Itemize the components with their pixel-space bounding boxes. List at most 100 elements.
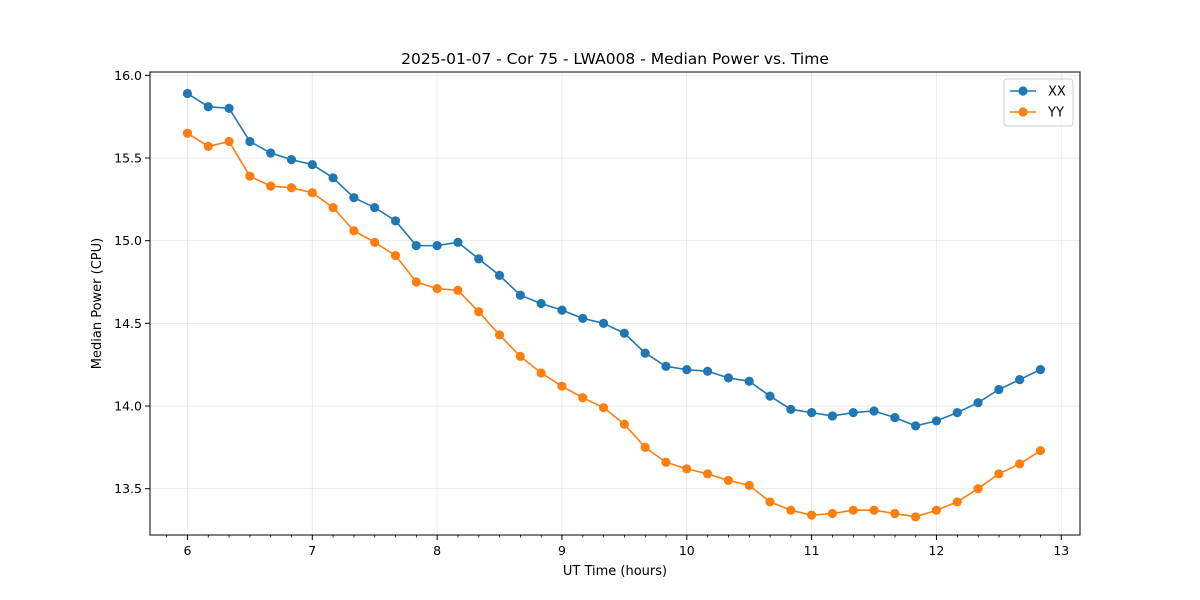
y-tick-label: 15.5	[114, 150, 142, 165]
data-point-xx	[286, 155, 297, 165]
data-point-xx	[1035, 365, 1046, 375]
x-tick-label: 11	[804, 543, 820, 558]
x-tick-label: 9	[558, 543, 566, 558]
x-tick-label: 7	[308, 543, 316, 558]
data-point-yy	[723, 475, 733, 486]
data-point-xx	[765, 391, 775, 401]
data-point-xx	[1015, 374, 1025, 385]
data-point-yy	[640, 442, 650, 452]
data-point-yy	[390, 250, 401, 261]
x-tick-label: 10	[679, 543, 695, 558]
legend: XX YY	[1003, 78, 1074, 127]
data-point-yy	[307, 188, 317, 198]
plot-frame	[149, 71, 1081, 536]
data-point-xx	[952, 408, 962, 418]
data-point-yy	[1015, 459, 1025, 469]
data-point-yy	[869, 505, 879, 515]
data-point-xx	[661, 361, 671, 371]
x-axis-label: UT Time (hours)	[563, 564, 667, 579]
series-group	[182, 88, 1046, 522]
data-point-xx	[682, 365, 692, 375]
data-point-yy	[598, 403, 609, 413]
data-point-yy	[474, 307, 484, 317]
x-tick-label: 13	[1053, 543, 1069, 558]
legend-marker-xx	[1018, 86, 1028, 96]
legend-label-xx: XX	[1048, 85, 1066, 100]
data-point-xx	[245, 136, 255, 147]
data-point-xx	[182, 88, 193, 99]
data-point-yy	[786, 505, 796, 515]
data-point-yy	[328, 202, 338, 213]
data-point-yy	[661, 457, 671, 467]
data-point-xx	[848, 408, 858, 418]
data-point-yy	[1035, 446, 1046, 456]
data-point-xx	[931, 416, 942, 426]
y-tick-label: 15.0	[114, 233, 142, 248]
data-point-xx	[390, 216, 401, 226]
data-point-yy	[224, 136, 234, 147]
data-point-yy	[765, 497, 775, 507]
data-point-xx	[786, 404, 796, 414]
y-tick-label: 14.5	[114, 316, 142, 331]
data-point-xx	[515, 290, 525, 300]
data-point-yy	[203, 141, 213, 152]
data-point-yy	[848, 505, 858, 515]
axis-ticks: 6 7 8 9 10 11 12 13 13.5 14.0 14.5 15.0 15.5 16.0	[114, 68, 1069, 558]
data-point-xx	[702, 366, 713, 376]
data-point-xx	[994, 384, 1004, 395]
data-point-xx	[494, 270, 505, 280]
data-point-yy	[349, 226, 359, 236]
data-point-yy	[994, 469, 1004, 479]
legend-marker-yy	[1018, 107, 1028, 117]
data-point-xx	[973, 398, 983, 408]
data-point-yy	[702, 469, 713, 479]
data-point-xx	[349, 193, 359, 203]
data-point-xx	[890, 413, 900, 423]
data-point-yy	[515, 351, 525, 362]
data-point-xx	[598, 318, 609, 328]
data-point-xx	[474, 254, 484, 264]
chart-title: 2025-01-07 - Cor 75 - LWA008 - Median Po…	[401, 50, 829, 68]
x-tick-label: 12	[928, 543, 944, 558]
data-point-yy	[911, 512, 921, 522]
data-point-xx	[266, 148, 276, 158]
data-point-yy	[286, 183, 297, 193]
data-point-yy	[182, 128, 193, 138]
data-point-yy	[411, 277, 421, 287]
data-point-yy	[952, 497, 962, 507]
data-point-yy	[807, 510, 817, 520]
data-point-xx	[307, 160, 317, 170]
data-point-xx	[328, 173, 338, 183]
x-tick-label: 6	[183, 543, 191, 558]
data-point-xx	[453, 237, 463, 247]
data-point-yy	[432, 284, 442, 294]
data-point-yy	[827, 508, 838, 519]
data-point-xx	[370, 202, 380, 213]
legend-label-yy: YY	[1047, 106, 1064, 121]
data-point-yy	[245, 171, 255, 181]
data-point-xx	[203, 102, 213, 112]
data-point-yy	[931, 505, 942, 515]
data-point-xx	[536, 298, 546, 309]
y-tick-label: 14.0	[114, 399, 142, 414]
grid	[150, 72, 1080, 535]
data-point-xx	[827, 411, 838, 421]
y-axis-label: Median Power (CPU)	[90, 238, 105, 369]
data-point-xx	[557, 305, 567, 315]
data-point-yy	[494, 330, 505, 340]
data-point-yy	[370, 237, 380, 247]
data-point-xx	[744, 376, 754, 386]
y-tick-label: 16.0	[114, 68, 142, 83]
data-point-xx	[619, 328, 629, 338]
data-point-yy	[619, 419, 629, 429]
data-point-yy	[973, 484, 983, 494]
data-point-yy	[453, 285, 463, 295]
data-point-yy	[266, 181, 276, 191]
data-point-xx	[911, 421, 921, 431]
data-point-xx	[432, 241, 442, 251]
data-point-xx	[807, 408, 817, 418]
x-tick-label: 8	[433, 543, 441, 558]
data-point-xx	[411, 241, 421, 251]
